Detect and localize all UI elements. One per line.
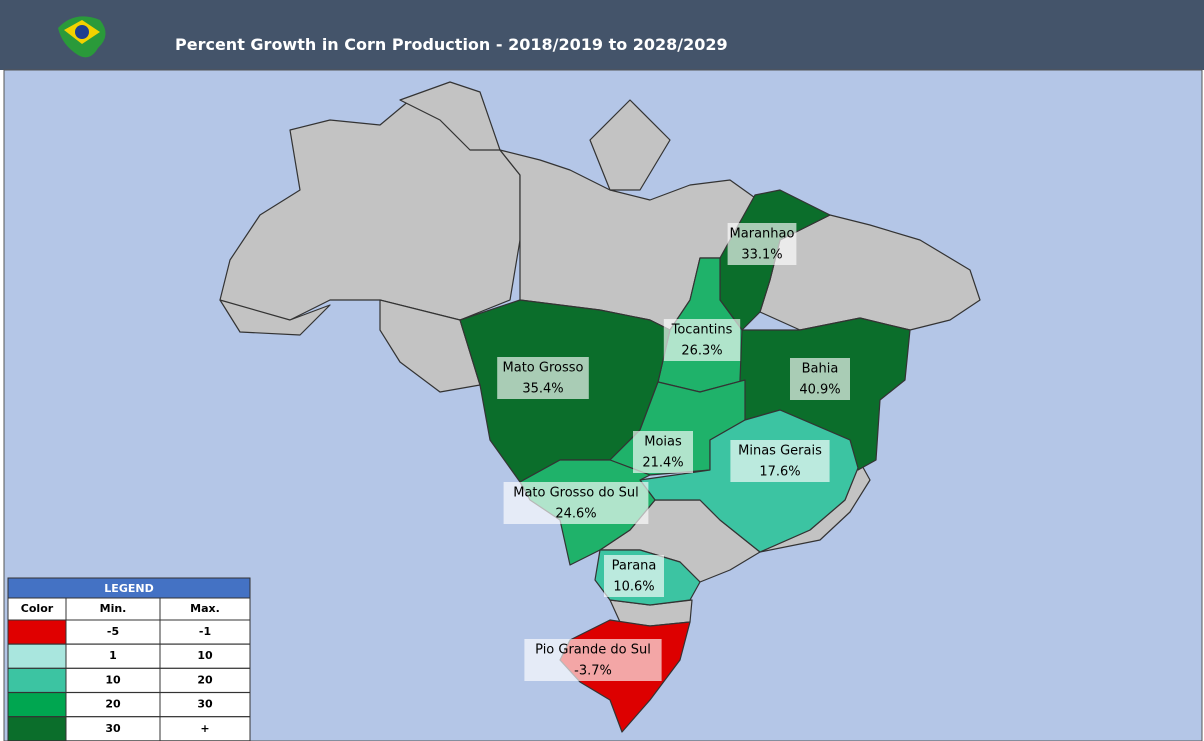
state-value: 33.1% — [741, 248, 782, 263]
state-name: Minas Gerais — [738, 444, 822, 459]
state-name: Pio Grande do Sul — [535, 643, 651, 658]
state-name: Parana — [612, 559, 657, 574]
legend-swatch — [7, 619, 67, 645]
legend-cell — [65, 619, 161, 645]
state-name: Mato Grosso — [503, 361, 584, 376]
label-bg — [727, 223, 797, 265]
legend-min: -5 — [107, 625, 119, 638]
state-name: Tocantins — [671, 323, 733, 338]
label-bg — [503, 482, 649, 524]
legend-min: 30 — [105, 722, 121, 735]
legend-min: 1 — [109, 649, 117, 662]
label-bg — [633, 431, 693, 473]
state-value: 24.6% — [555, 507, 596, 522]
state-name: Moias — [644, 435, 682, 450]
legend-max: 30 — [197, 698, 213, 711]
label-bg — [663, 319, 741, 361]
legend-max: + — [200, 722, 209, 735]
legend-max: 10 — [197, 649, 213, 662]
legend-cell — [159, 667, 251, 693]
label-bg — [604, 555, 664, 597]
state-value: 17.6% — [759, 465, 800, 480]
label-bg — [497, 357, 589, 399]
legend-swatch — [7, 692, 67, 718]
state-value: 21.4% — [642, 456, 683, 471]
header-bar — [0, 0, 1204, 70]
legend-min: 10 — [105, 673, 121, 686]
legend-swatch — [7, 716, 67, 741]
title: Percent Growth in Corn Production - 2018… — [175, 35, 728, 54]
label-bg — [790, 358, 850, 400]
legend-cell — [65, 692, 161, 718]
state-value: 35.4% — [522, 382, 563, 397]
state-name: Bahia — [802, 362, 839, 377]
state-name: Mato Grosso do Sul — [513, 486, 639, 501]
state-name: Maranhao — [730, 227, 795, 242]
legend-cell — [65, 716, 161, 741]
state-value: 10.6% — [613, 580, 654, 595]
legend-max: 20 — [197, 673, 213, 686]
state-value: 40.9% — [799, 383, 840, 398]
legend-header: Color — [21, 602, 54, 615]
legend-swatch — [7, 643, 67, 669]
label-bg — [524, 639, 662, 681]
legend-max: -1 — [199, 625, 211, 638]
flag-icon — [58, 16, 106, 58]
state-value: -3.7% — [574, 664, 612, 679]
legend-title: LEGEND — [104, 582, 153, 595]
legend-min: 20 — [105, 698, 121, 711]
label-bg — [730, 440, 830, 482]
legend: LEGEND Color Min. Max. -5 -1 1 10 10 20 20 30 30 + — [7, 577, 251, 741]
legend-header: Max. — [190, 602, 220, 615]
legend-header: Min. — [100, 602, 127, 615]
state-value: 26.3% — [681, 344, 722, 359]
legend-swatch — [7, 667, 67, 693]
labels: Maranhao 33.1% Tocantins 26.3% Mato Grosso 35… — [497, 223, 850, 681]
